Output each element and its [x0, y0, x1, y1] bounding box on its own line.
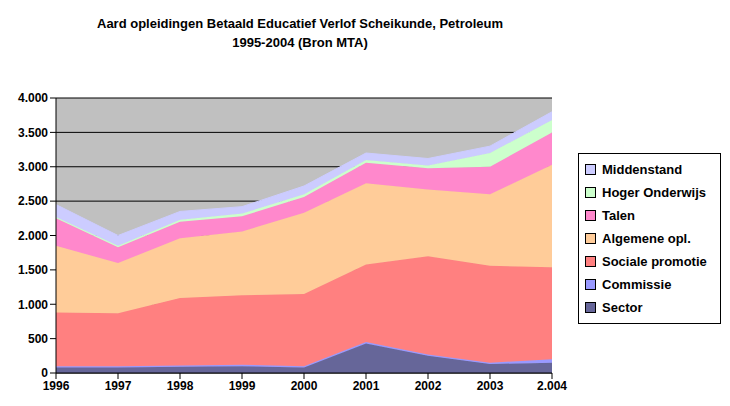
html-text:1995-2004 (Bron MTA): 1995-2004 (Bron MTA)	[232, 35, 368, 50]
svg-text:1997: 1997	[105, 379, 132, 393]
svg-text:2.004: 2.004	[537, 379, 567, 393]
html-text:Aard opleidingen Betaald Educa: Aard opleidingen Betaald Educatief Verlo…	[97, 16, 503, 31]
svg-text:1.000: 1.000	[18, 298, 48, 312]
svg-text:2.000: 2.000	[18, 229, 48, 243]
svg-text:2000: 2000	[291, 379, 318, 393]
svg-text:0: 0	[41, 366, 48, 380]
svg-text:3.000: 3.000	[18, 160, 48, 174]
svg-text:1998: 1998	[167, 379, 194, 393]
svg-text:2002: 2002	[415, 379, 442, 393]
svg-text:2.500: 2.500	[18, 194, 48, 208]
svg-text:2003: 2003	[477, 379, 504, 393]
html-text:Hoger Onderwijs: Hoger Onderwijs	[602, 185, 706, 200]
svg-text:500: 500	[28, 332, 48, 346]
html-text:Middenstand: Middenstand	[602, 162, 683, 177]
html-text:Talen: Talen	[602, 208, 635, 223]
svg-text:3.500: 3.500	[18, 126, 48, 140]
svg-text:1.500: 1.500	[18, 263, 48, 277]
svg-text:4.000: 4.000	[18, 91, 48, 105]
html-text:Algemene opl.: Algemene opl.	[602, 231, 691, 246]
html-text:Commissie: Commissie	[602, 277, 672, 292]
svg-text:1996: 1996	[43, 379, 70, 393]
svg-text:2001: 2001	[353, 379, 380, 393]
html-text:Sociale promotie: Sociale promotie	[602, 254, 707, 269]
html-text:Sector: Sector	[602, 300, 643, 315]
svg-text:1999: 1999	[229, 379, 256, 393]
